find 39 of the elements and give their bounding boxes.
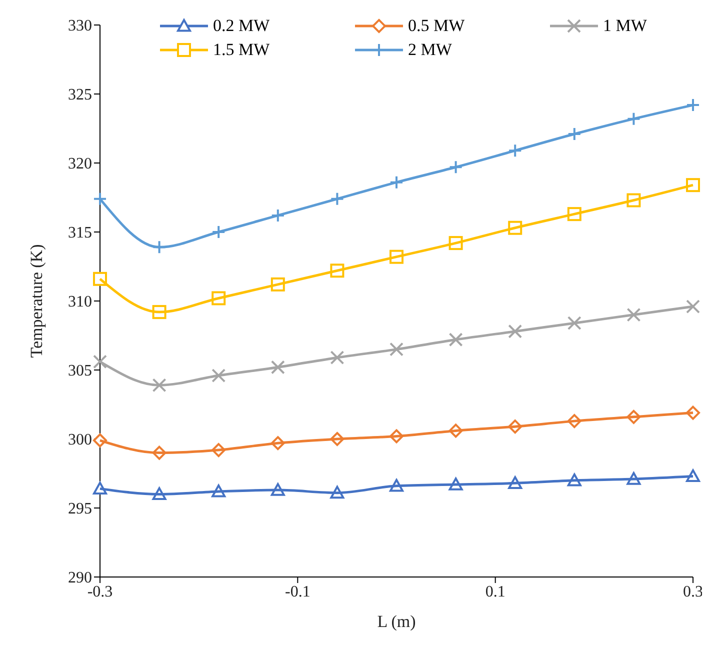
point [508,324,522,338]
y-tick-label: 295 [68,500,92,518]
point [567,127,582,142]
y-tick-label: 305 [68,362,92,380]
x-axis-title: L (m) [377,612,416,631]
legend-label: 2 MW [408,40,452,60]
point [626,112,641,126]
point [93,192,107,206]
y-tick-label: 315 [68,224,92,242]
point [508,144,522,158]
y-tick-label: 330 [68,18,92,35]
y-axis-title: Temperature (K) [27,244,46,358]
point [448,332,463,347]
legend-label: 0.2 MW [213,16,270,36]
point [330,192,344,206]
point [330,350,344,365]
point [270,208,285,222]
y-tick-label: 310 [68,294,92,311]
point [567,316,582,330]
legend-label: 0.5 MW [408,16,465,36]
point [390,342,404,356]
x-tick-label: -0.1 [285,583,310,600]
point [212,368,226,383]
point [212,225,226,239]
y-tick-label: 300 [68,432,92,449]
y-tick-label: 325 [68,86,92,104]
point [626,308,641,322]
y-tick-label: 320 [68,156,92,173]
point [152,378,166,392]
point [390,175,404,190]
point [270,360,285,374]
legend-label: 1 MW [603,16,647,36]
legend-label: 1.5 MW [213,40,270,60]
point [686,300,700,314]
x-tick-label: 0.3 [683,583,703,600]
x-tick-label: 0.1 [485,583,506,600]
point [686,98,700,112]
point [448,160,463,174]
point [93,354,107,369]
